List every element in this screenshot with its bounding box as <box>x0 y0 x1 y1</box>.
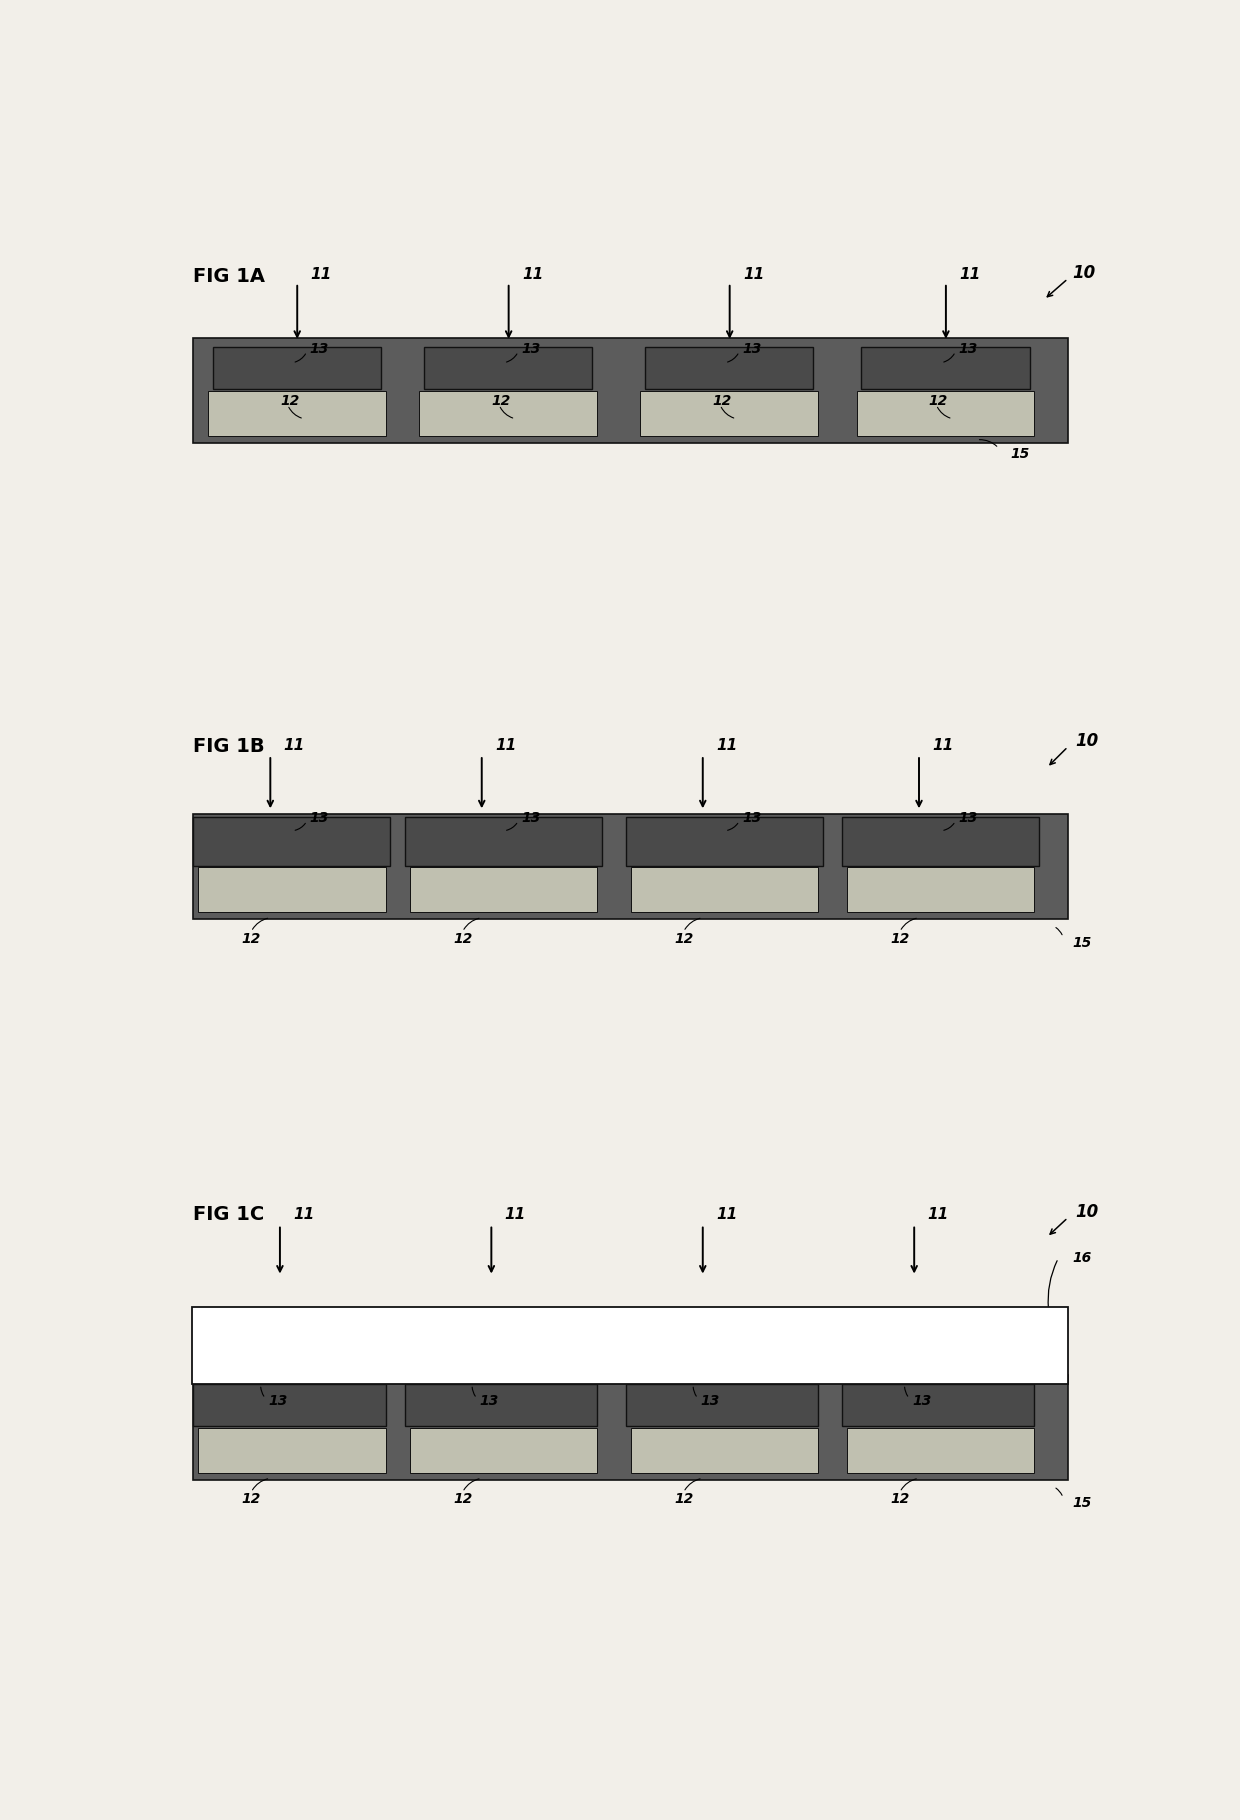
Bar <box>198 868 386 912</box>
Text: 13: 13 <box>310 812 329 824</box>
Bar <box>862 348 1029 389</box>
Text: 13: 13 <box>743 342 761 355</box>
Bar <box>424 348 593 389</box>
Text: 13: 13 <box>959 342 977 355</box>
Text: 11: 11 <box>294 1207 315 1223</box>
Text: 11: 11 <box>505 1207 526 1223</box>
Text: 10: 10 <box>1075 1203 1099 1221</box>
Text: 13: 13 <box>480 1394 498 1409</box>
Text: 13: 13 <box>310 342 329 355</box>
Bar <box>409 1429 598 1472</box>
Text: 12: 12 <box>491 393 511 408</box>
Bar <box>631 868 818 912</box>
Bar <box>847 1429 1034 1472</box>
Text: FIG 1B: FIG 1B <box>193 737 265 755</box>
Bar <box>842 817 1039 866</box>
Text: 13: 13 <box>913 1394 931 1409</box>
Text: 13: 13 <box>268 1394 288 1409</box>
Bar <box>193 814 1068 919</box>
Text: 10: 10 <box>1075 732 1099 750</box>
Text: 15: 15 <box>1073 1496 1092 1511</box>
Bar <box>857 391 1034 435</box>
Text: 12: 12 <box>712 393 732 408</box>
Text: 11: 11 <box>717 1207 738 1223</box>
Bar <box>842 1385 1034 1427</box>
Text: 15: 15 <box>1011 448 1029 460</box>
Bar <box>404 1385 598 1427</box>
Bar <box>419 391 598 435</box>
Text: 12: 12 <box>453 1492 472 1507</box>
Bar <box>626 1385 818 1427</box>
Bar <box>640 391 818 435</box>
Text: FIG 1A: FIG 1A <box>193 268 265 286</box>
Bar <box>193 817 391 866</box>
Text: FIG 1C: FIG 1C <box>193 1205 264 1225</box>
Bar <box>409 868 598 912</box>
Bar <box>191 1307 1068 1385</box>
Bar <box>193 1374 1068 1480</box>
Text: 12: 12 <box>242 932 260 946</box>
Bar <box>193 337 1068 442</box>
Bar <box>208 391 386 435</box>
Text: 12: 12 <box>890 932 909 946</box>
Bar <box>213 348 381 389</box>
Text: 11: 11 <box>311 268 332 282</box>
Text: 13: 13 <box>521 812 541 824</box>
Bar <box>404 817 601 866</box>
Bar <box>631 1429 818 1472</box>
Text: 12: 12 <box>675 932 693 946</box>
Text: 16: 16 <box>1073 1250 1092 1265</box>
Text: 12: 12 <box>890 1492 909 1507</box>
Text: 11: 11 <box>495 737 516 753</box>
Text: 11: 11 <box>932 737 954 753</box>
Text: 15: 15 <box>1073 935 1092 950</box>
Text: 12: 12 <box>280 393 299 408</box>
Bar <box>626 817 823 866</box>
Bar <box>847 868 1034 912</box>
Text: 12: 12 <box>453 932 472 946</box>
Text: 12: 12 <box>675 1492 693 1507</box>
Text: 12: 12 <box>242 1492 260 1507</box>
Text: 10: 10 <box>1073 264 1096 282</box>
Text: 11: 11 <box>960 268 981 282</box>
Text: 11: 11 <box>284 737 305 753</box>
Text: 11: 11 <box>522 268 543 282</box>
Bar <box>198 1429 386 1472</box>
Bar <box>193 1385 386 1427</box>
Text: 13: 13 <box>701 1394 720 1409</box>
Text: 11: 11 <box>928 1207 949 1223</box>
Text: 11: 11 <box>717 737 738 753</box>
Bar <box>645 348 813 389</box>
Text: 11: 11 <box>743 268 764 282</box>
Text: 13: 13 <box>521 342 541 355</box>
Text: 12: 12 <box>929 393 947 408</box>
Text: 13: 13 <box>959 812 977 824</box>
Text: 13: 13 <box>743 812 761 824</box>
